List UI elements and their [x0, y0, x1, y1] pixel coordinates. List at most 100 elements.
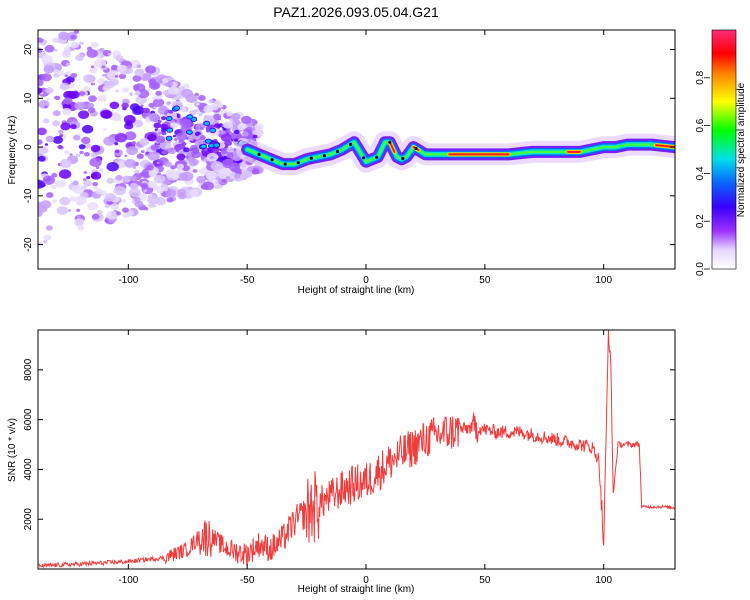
noise-blob: [147, 151, 160, 161]
noise-blob: [199, 167, 210, 176]
noise-blob: [136, 64, 142, 69]
noise-blob: [176, 132, 188, 141]
noise-blob: [101, 65, 106, 69]
noise-blob: [87, 107, 96, 114]
noise-blob: [140, 182, 149, 189]
noise-blob: [104, 203, 111, 208]
noise-blob: [176, 153, 186, 161]
noise-blob: [38, 100, 50, 109]
noise-blob: [65, 62, 71, 66]
snr-panel: -100 -50 0 50 100 2000 4000 6000 8000 Height of…: [7, 329, 676, 595]
noise-blob: [38, 145, 49, 155]
chart-title: PAZ1.2026.093.05.04.G21: [273, 4, 439, 20]
noise-blob: [230, 113, 241, 121]
noise-blob: [102, 73, 107, 77]
noise-blob: [208, 99, 214, 104]
spectrogram-x-ticks: -100 -50 0 50 100: [118, 30, 612, 286]
noise-blob: [161, 78, 169, 84]
noise-blob: [133, 196, 141, 202]
noise-blob: [220, 130, 226, 135]
noise-blob: [115, 89, 119, 93]
noise-blob: [233, 129, 240, 135]
noise-blob: [203, 105, 214, 113]
snr-x-tick-label: -100: [118, 575, 138, 586]
noise-blob: [71, 184, 85, 194]
noise-blob: [142, 72, 152, 80]
noise-blob: [148, 170, 158, 178]
noise-blob: [75, 195, 87, 205]
noise-blob: [122, 175, 132, 183]
noise-blob: [143, 207, 149, 211]
noise-blob: [214, 183, 218, 187]
noise-blob: [225, 176, 231, 180]
noise-blob: [90, 41, 99, 48]
noise-blob: [139, 138, 150, 146]
noise-blob: [222, 120, 233, 129]
noise-blob: [157, 129, 162, 133]
noise-blob: [146, 164, 154, 171]
noise-blob: [183, 147, 190, 153]
spectrogram-y-ticks: -20 -10 0 10 20: [23, 44, 675, 252]
noise-blob: [75, 153, 81, 158]
noise-blob: [90, 171, 102, 180]
noise-blob: [38, 87, 43, 94]
spectrogram-x-tick-label: 50: [479, 275, 491, 286]
noise-blob: [55, 67, 60, 70]
ridge-dot: [257, 152, 261, 156]
noise-blob: [127, 65, 132, 69]
noise-blob: [113, 185, 126, 196]
noise-blob: [64, 74, 68, 77]
noise-blob: [162, 187, 168, 192]
noise-blob: [217, 103, 224, 108]
noise-blob: [43, 239, 48, 244]
noise-blob: [134, 169, 140, 174]
noise-blob: [110, 64, 119, 71]
noise-blob: [70, 34, 77, 40]
noise-blob: [208, 176, 213, 181]
noise-blob: [69, 196, 77, 202]
ridge-dot: [335, 149, 340, 154]
ridge-dot: [401, 157, 405, 161]
spectrogram-x-tick-label: -50: [240, 275, 255, 286]
noise-blob: [78, 144, 86, 150]
noise-blob: [179, 106, 188, 113]
noise-blob: [181, 88, 193, 99]
noise-blob: [161, 116, 167, 121]
noise-blob: [38, 79, 44, 87]
noise-blob: [192, 169, 198, 173]
noise-blob: [72, 134, 81, 141]
noise-blob: [44, 44, 55, 53]
snr-y-tick-label: 2000: [23, 508, 34, 531]
noise-blob: [57, 70, 65, 77]
noise-blob: [73, 30, 80, 34]
noise-blob: [165, 188, 177, 198]
noise-blob: [114, 74, 119, 78]
noise-blob: [61, 50, 72, 59]
noise-hotspot: [185, 129, 193, 135]
noise-blob: [148, 102, 155, 108]
noise-blob: [221, 158, 235, 169]
snr-y-ticks: 2000 4000 6000 8000: [23, 358, 675, 530]
colorbar-tick-label: 0.2: [695, 214, 706, 228]
noise-blob: [230, 131, 242, 141]
noise-blob: [67, 209, 72, 212]
noise-blob: [88, 95, 97, 103]
noise-blob: [90, 144, 101, 153]
noise-blob: [56, 30, 60, 31]
noise-blob: [153, 174, 166, 184]
noise-hotspot: [165, 135, 173, 141]
noise-blob: [41, 73, 52, 82]
noise-blob: [90, 82, 95, 86]
noise-blob: [69, 91, 80, 99]
noise-blob: [188, 188, 199, 197]
noise-blob: [104, 80, 115, 89]
noise-blob: [132, 166, 137, 169]
noise-blob: [226, 146, 235, 153]
noise-blob: [95, 166, 100, 169]
noise-blob: [233, 173, 241, 179]
ridge-dot: [375, 155, 379, 159]
noise-blob: [96, 209, 103, 215]
noise-blob: [170, 165, 176, 170]
noise-blob: [241, 115, 252, 125]
noise-blob: [155, 135, 166, 144]
